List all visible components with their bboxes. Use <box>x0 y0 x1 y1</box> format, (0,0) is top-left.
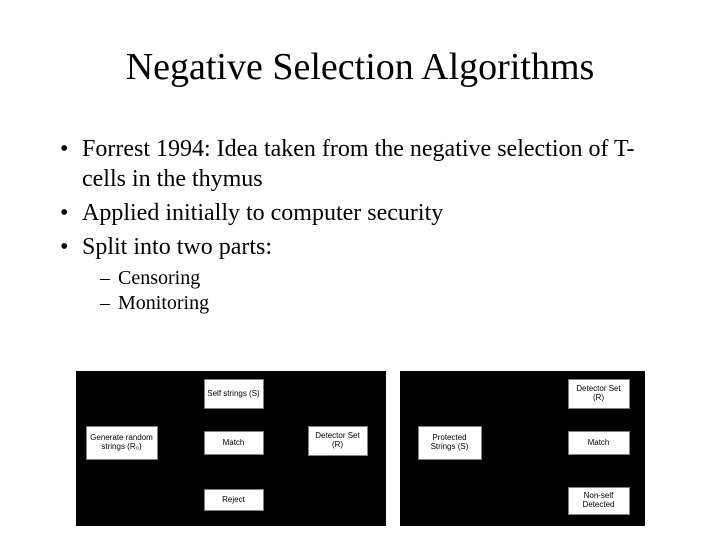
bullet-marker: – <box>100 266 118 291</box>
bullet-text: Censoring <box>118 266 200 291</box>
sub-bullet-item: – Monitoring <box>60 291 670 316</box>
node-self-strings: Self strings (S) <box>204 379 264 409</box>
node-generate-random: Generate random strings (R₀) <box>86 426 158 460</box>
bullet-item: • Forrest 1994: Idea taken from the nega… <box>60 134 670 194</box>
bullet-list: • Forrest 1994: Idea taken from the nega… <box>50 134 670 316</box>
censoring-diagram: Self strings (S) Generate random strings… <box>76 371 386 526</box>
node-match: Match <box>568 431 630 455</box>
node-nonself-detected: Non-self Detected <box>568 487 630 515</box>
node-detector-set: Detector Set (R) <box>568 379 630 409</box>
bullet-marker: • <box>60 232 82 262</box>
slide: Negative Selection Algorithms • Forrest … <box>0 0 720 540</box>
node-reject: Reject <box>204 489 264 511</box>
bullet-marker: • <box>60 198 82 228</box>
bullet-marker: – <box>100 291 118 316</box>
diagram-row: Self strings (S) Generate random strings… <box>0 371 720 526</box>
node-protected-strings: Protected Strings (S) <box>418 426 482 460</box>
sub-bullet-item: – Censoring <box>60 266 670 291</box>
bullet-text: Applied initially to computer security <box>82 198 443 228</box>
monitoring-diagram: Detector Set (R) Protected Strings (S) M… <box>400 371 645 526</box>
node-detector-set: Detector Set (R) <box>308 426 368 456</box>
slide-title: Negative Selection Algorithms <box>50 45 670 89</box>
node-match: Match <box>204 431 264 455</box>
bullet-item: • Applied initially to computer security <box>60 198 670 228</box>
bullet-text: Monitoring <box>118 291 209 316</box>
bullet-marker: • <box>60 134 82 194</box>
bullet-item: • Split into two parts: <box>60 232 670 262</box>
bullet-text: Split into two parts: <box>82 232 272 262</box>
bullet-text: Forrest 1994: Idea taken from the negati… <box>82 134 670 194</box>
